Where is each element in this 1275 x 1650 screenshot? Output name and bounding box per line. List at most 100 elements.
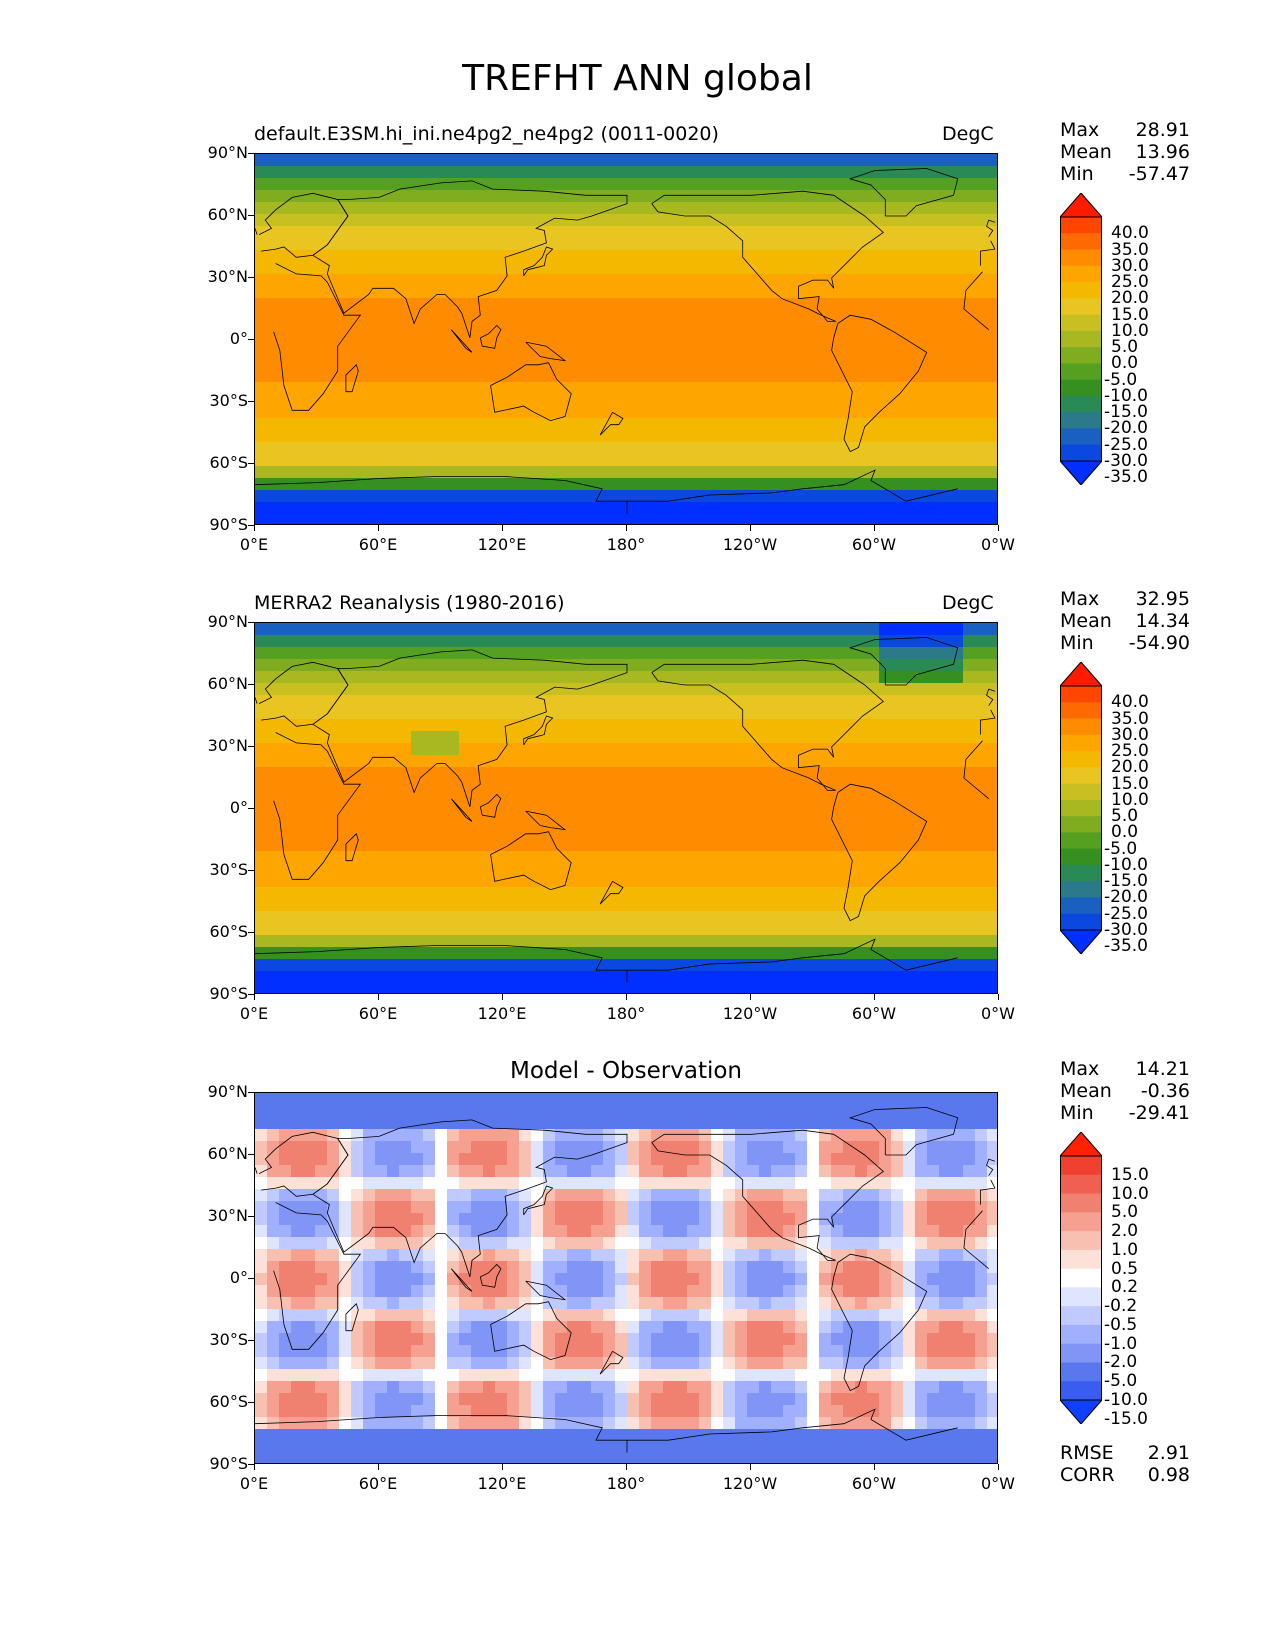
map-cell bbox=[603, 322, 616, 335]
map-cell bbox=[315, 262, 328, 275]
map-cell bbox=[555, 1249, 568, 1262]
map-cell bbox=[915, 274, 928, 287]
map-cell bbox=[975, 695, 988, 708]
map-cell bbox=[927, 827, 940, 840]
map-cell bbox=[543, 755, 556, 768]
map-cell bbox=[555, 1117, 568, 1130]
map-cell bbox=[399, 346, 412, 359]
map-cell bbox=[615, 466, 628, 479]
map-cell bbox=[735, 851, 748, 864]
map-cell bbox=[435, 815, 448, 828]
map-cell bbox=[411, 851, 424, 864]
map-cell bbox=[339, 1141, 352, 1154]
map-cell bbox=[435, 767, 448, 780]
map-cell bbox=[843, 1189, 856, 1202]
map-cell bbox=[303, 346, 316, 359]
map-cell bbox=[975, 466, 988, 479]
map-cell bbox=[447, 1249, 460, 1262]
map-cell bbox=[363, 683, 376, 696]
map-cell bbox=[303, 1105, 316, 1118]
map-cell bbox=[855, 911, 868, 924]
map-cell bbox=[627, 1261, 640, 1274]
map-cell bbox=[267, 851, 280, 864]
map-cell bbox=[579, 226, 592, 239]
map-cell bbox=[591, 238, 604, 251]
map-cell bbox=[951, 623, 964, 636]
map-cell bbox=[483, 454, 496, 467]
map-cell bbox=[663, 190, 676, 203]
map-cell bbox=[807, 490, 820, 503]
map-cell bbox=[891, 1093, 904, 1106]
map-cell bbox=[351, 430, 364, 443]
map-cell bbox=[927, 478, 940, 491]
map-cell bbox=[267, 767, 280, 780]
map-cell bbox=[699, 683, 712, 696]
map-cell bbox=[795, 1249, 808, 1262]
map-cell bbox=[579, 310, 592, 323]
map-cell bbox=[327, 971, 340, 984]
map-cell bbox=[627, 767, 640, 780]
map-cell bbox=[699, 382, 712, 395]
map-cell bbox=[891, 791, 904, 804]
map-cell bbox=[291, 502, 304, 515]
map-cell bbox=[255, 875, 268, 888]
map-cell bbox=[951, 442, 964, 455]
map-cell bbox=[543, 406, 556, 419]
map-cell bbox=[687, 899, 700, 912]
map-cell bbox=[723, 406, 736, 419]
map-cell bbox=[495, 382, 508, 395]
map-cell bbox=[987, 671, 997, 684]
map-cell bbox=[591, 863, 604, 876]
map-cell bbox=[975, 178, 988, 191]
map-cell bbox=[963, 274, 976, 287]
map-cell bbox=[687, 1165, 700, 1178]
map-cell bbox=[423, 971, 436, 984]
map-cell bbox=[555, 310, 568, 323]
map-cell bbox=[927, 743, 940, 756]
map-cell bbox=[915, 1249, 928, 1262]
map-cell bbox=[627, 899, 640, 912]
map-cell bbox=[267, 659, 280, 672]
map-cell bbox=[987, 1237, 997, 1250]
map-cell bbox=[843, 490, 856, 503]
map-cell bbox=[327, 382, 340, 395]
map-cell bbox=[903, 1105, 916, 1118]
map-cell bbox=[783, 466, 796, 479]
map-cell bbox=[303, 466, 316, 479]
map-cell bbox=[819, 815, 832, 828]
map-cell bbox=[639, 839, 652, 852]
map-cell bbox=[387, 466, 400, 479]
map-cell bbox=[291, 767, 304, 780]
map-cell bbox=[675, 190, 688, 203]
map-cell bbox=[915, 166, 928, 179]
map-cell bbox=[987, 623, 997, 636]
map-cell bbox=[903, 298, 916, 311]
map-cell bbox=[651, 466, 664, 479]
map-cell bbox=[831, 1117, 844, 1130]
map-cell bbox=[723, 466, 736, 479]
map-cell bbox=[951, 322, 964, 335]
map-cell bbox=[339, 322, 352, 335]
map-cell bbox=[387, 791, 400, 804]
map-cell bbox=[771, 394, 784, 407]
colorbar-segment bbox=[1060, 347, 1102, 364]
map-cell bbox=[747, 250, 760, 263]
map-cell bbox=[579, 346, 592, 359]
map-cell bbox=[735, 1201, 748, 1214]
map-cell bbox=[843, 298, 856, 311]
map-cell bbox=[675, 755, 688, 768]
map-cell bbox=[279, 490, 292, 503]
map-cell bbox=[963, 671, 976, 684]
map-cell bbox=[567, 923, 580, 936]
lat-tick-mark bbox=[248, 622, 254, 623]
map-cell bbox=[495, 178, 508, 191]
map-cell bbox=[819, 731, 832, 744]
map-cell bbox=[759, 851, 772, 864]
coastline-indonesia bbox=[450, 329, 473, 353]
map-cell bbox=[819, 310, 832, 323]
map-cell bbox=[471, 635, 484, 648]
lon-tick-mark bbox=[750, 525, 751, 531]
map-cell bbox=[891, 863, 904, 876]
map-cell bbox=[831, 875, 844, 888]
map-cell bbox=[591, 514, 604, 524]
